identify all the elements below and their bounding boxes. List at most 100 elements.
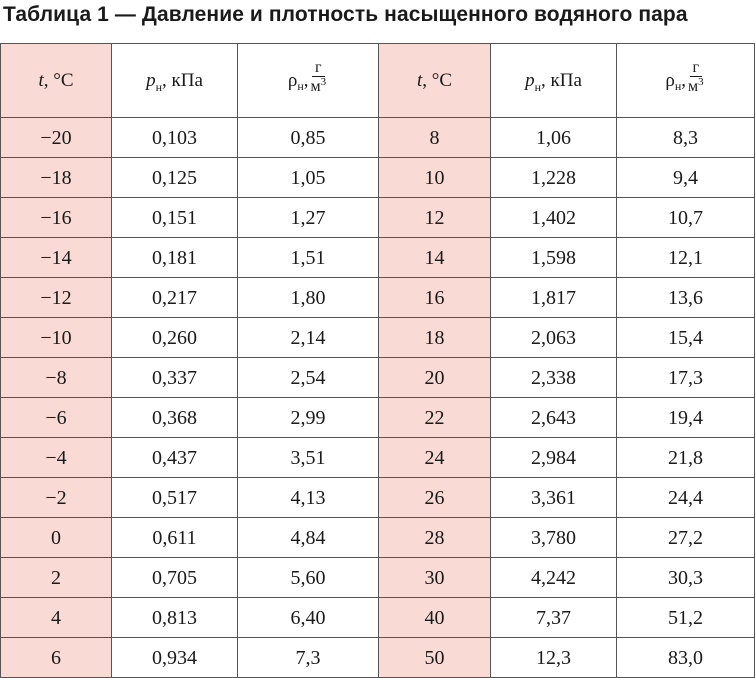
cell-density: 83,0 xyxy=(616,637,755,678)
p-unit: , кПа xyxy=(162,70,203,91)
table-row: −10 0,260 2,14 18 2,063 15,4 xyxy=(0,317,755,358)
cell-density: 8,3 xyxy=(616,117,755,158)
cell-temperature: −4 xyxy=(0,437,112,478)
cell-density: 24,4 xyxy=(616,477,755,518)
cell-pressure: 0,103 xyxy=(111,117,238,158)
cell-density: 5,60 xyxy=(237,557,379,598)
p-subscript: н xyxy=(534,80,542,94)
cell-temperature: −16 xyxy=(0,197,112,238)
cell-pressure: 0,934 xyxy=(111,637,238,678)
cell-pressure: 0,368 xyxy=(111,397,238,438)
table-row: −14 0,181 1,51 14 1,598 12,1 xyxy=(0,237,755,278)
unit-exponent: 3 xyxy=(320,76,327,88)
unit-numerator: г xyxy=(689,59,703,77)
t-unit: , °C xyxy=(422,70,453,91)
cell-pressure: 0,151 xyxy=(111,197,238,238)
cell-density: 3,51 xyxy=(237,437,379,478)
cell-temperature: −20 xyxy=(0,117,112,158)
table-row: −18 0,125 1,05 10 1,228 9,4 xyxy=(0,157,755,198)
density-unit-fraction: г м3 xyxy=(686,59,706,98)
cell-density: 1,51 xyxy=(237,237,379,278)
cell-temperature: 12 xyxy=(378,197,491,238)
cell-temperature: 10 xyxy=(378,157,491,198)
cell-temperature: −2 xyxy=(0,477,112,518)
cell-temperature: 6 xyxy=(0,637,112,678)
cell-pressure: 7,37 xyxy=(490,597,617,638)
cell-density: 17,3 xyxy=(616,357,755,398)
cell-temperature: 4 xyxy=(0,597,112,638)
cell-density: 1,27 xyxy=(237,197,379,238)
cell-pressure: 0,125 xyxy=(111,157,238,198)
table-row: −20 0,103 0,85 8 1,06 8,3 xyxy=(0,117,755,158)
cell-temperature: 20 xyxy=(378,357,491,398)
cell-density: 7,3 xyxy=(237,637,379,678)
cell-pressure: 2,984 xyxy=(490,437,617,478)
cell-pressure: 2,063 xyxy=(490,317,617,358)
cell-temperature: 28 xyxy=(378,517,491,558)
table-row: 4 0,813 6,40 40 7,37 51,2 xyxy=(0,597,755,638)
rho-symbol: ρ xyxy=(665,70,675,91)
cell-density: 13,6 xyxy=(616,277,755,318)
cell-density: 1,05 xyxy=(237,157,379,198)
rho-comma: , xyxy=(681,70,687,91)
cell-pressure: 1,598 xyxy=(490,237,617,278)
cell-temperature: −12 xyxy=(0,277,112,318)
cell-pressure: 0,217 xyxy=(111,277,238,318)
cell-temperature: 30 xyxy=(378,557,491,598)
t-unit: , °C xyxy=(43,70,74,91)
cell-pressure: 0,437 xyxy=(111,437,238,478)
cell-temperature: 0 xyxy=(0,517,112,558)
cell-pressure: 2,338 xyxy=(490,357,617,398)
cell-density: 51,2 xyxy=(616,597,755,638)
header-temperature-2: t, °C xyxy=(378,43,491,118)
header-pressure-2: pн, кПа xyxy=(490,43,617,118)
p-symbol: p xyxy=(146,70,156,91)
cell-temperature: 8 xyxy=(378,117,491,158)
cell-density: 2,54 xyxy=(237,357,379,398)
cell-density: 2,99 xyxy=(237,397,379,438)
cell-temperature: 24 xyxy=(378,437,491,478)
cell-temperature: 50 xyxy=(378,637,491,678)
table-row: 2 0,705 5,60 30 4,242 30,3 xyxy=(0,557,755,598)
cell-pressure: 0,611 xyxy=(111,517,238,558)
cell-density: 12,1 xyxy=(616,237,755,278)
cell-temperature: 40 xyxy=(378,597,491,638)
cell-temperature: 2 xyxy=(0,557,112,598)
table-row: −12 0,217 1,80 16 1,817 13,6 xyxy=(0,277,755,318)
p-subscript: н xyxy=(155,80,163,94)
unit-denominator: м xyxy=(310,78,321,95)
cell-temperature: −14 xyxy=(0,237,112,278)
cell-pressure: 3,361 xyxy=(490,477,617,518)
header-temperature-1: t, °C xyxy=(0,43,112,118)
cell-density: 27,2 xyxy=(616,517,755,558)
cell-density: 10,7 xyxy=(616,197,755,238)
cell-density: 4,84 xyxy=(237,517,379,558)
cell-pressure: 0,181 xyxy=(111,237,238,278)
cell-temperature: 22 xyxy=(378,397,491,438)
rho-subscript: н xyxy=(674,78,682,93)
cell-pressure: 2,643 xyxy=(490,397,617,438)
cell-pressure: 1,06 xyxy=(490,117,617,158)
cell-temperature: −6 xyxy=(0,397,112,438)
cell-density: 4,13 xyxy=(237,477,379,518)
cell-pressure: 3,780 xyxy=(490,517,617,558)
table-row: −8 0,337 2,54 20 2,338 17,3 xyxy=(0,357,755,398)
cell-temperature: 14 xyxy=(378,237,491,278)
cell-pressure: 4,242 xyxy=(490,557,617,598)
p-unit: , кПа xyxy=(541,70,582,91)
cell-pressure: 1,817 xyxy=(490,277,617,318)
unit-exponent: 3 xyxy=(698,76,704,88)
table-row: 6 0,934 7,3 50 12,3 83,0 xyxy=(0,637,755,678)
cell-density: 21,8 xyxy=(616,437,755,478)
t-symbol: t xyxy=(416,70,423,91)
cell-temperature: −10 xyxy=(0,317,112,358)
table-title: Таблица 1 — Давление и плотность насыщен… xyxy=(3,3,688,26)
cell-pressure: 1,402 xyxy=(490,197,617,238)
table-row: −4 0,437 3,51 24 2,984 21,8 xyxy=(0,437,755,478)
cell-density: 15,4 xyxy=(616,317,755,358)
cell-density: 30,3 xyxy=(616,557,755,598)
